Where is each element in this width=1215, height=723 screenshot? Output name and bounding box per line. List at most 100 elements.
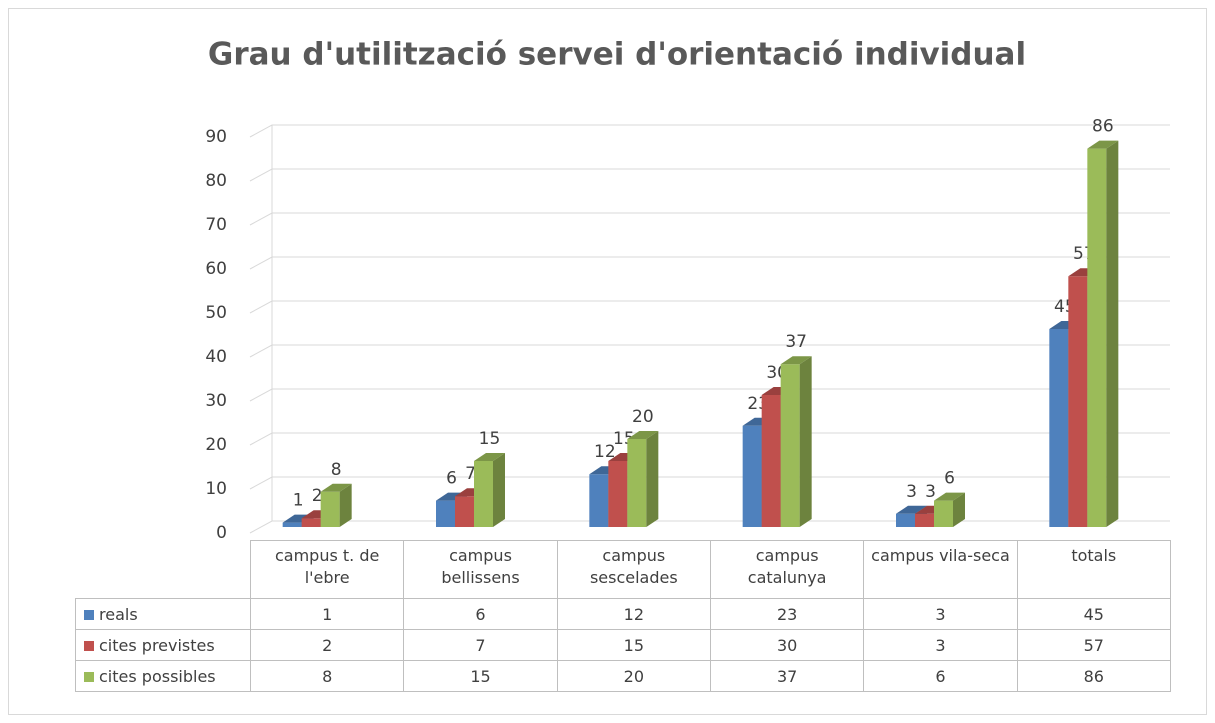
data-label: 7: [465, 464, 476, 484]
bar-face: [761, 395, 781, 527]
y-tick-label: 70: [205, 215, 227, 235]
bar-face: [608, 461, 628, 527]
grid-line: [249, 256, 1170, 270]
table-corner: [75, 540, 251, 599]
legend-text: cites previstes: [99, 635, 215, 655]
x-tick-label-text: campus t. de l'ebre: [274, 546, 380, 587]
bar-face: [934, 500, 953, 527]
table-value: 15: [403, 660, 558, 692]
bar-face: [1068, 276, 1088, 527]
table-value-text: 57: [1083, 635, 1104, 655]
y-tick-label: 50: [205, 303, 227, 323]
bar: [627, 431, 659, 527]
bar-face: [799, 356, 812, 527]
legend-text: reals: [99, 604, 138, 624]
table-value-text: 30: [776, 635, 798, 655]
bar: [320, 483, 352, 527]
table-value: 20: [556, 660, 711, 692]
data-label: 37: [785, 332, 807, 352]
table-value-text: 12: [623, 604, 644, 624]
table-value-text: 23: [776, 604, 798, 624]
grid-line: [249, 476, 1170, 490]
table-value: 1: [249, 598, 405, 630]
legend-swatch: [84, 609, 94, 620]
grid-line: [249, 520, 1170, 534]
table-value-text: 6: [475, 604, 486, 624]
grid-line: [249, 344, 1170, 358]
bar-face: [320, 491, 340, 527]
table-value-text: 15: [623, 635, 644, 655]
bar-face: [320, 483, 352, 492]
table-value-text: 3: [935, 635, 946, 655]
x-tick-label: campus vila-seca: [863, 540, 1018, 599]
table-value: 45: [1016, 598, 1171, 630]
data-label: 20: [632, 407, 654, 427]
x-tick-label: totals: [1016, 540, 1171, 599]
bar-face: [339, 483, 352, 527]
y-tick-label: 90: [205, 127, 227, 147]
x-tick-label-text: campus vila-seca: [871, 546, 1010, 565]
bar-face: [493, 453, 505, 527]
y-tick-label: 30: [205, 391, 227, 411]
table-value-text: 7: [475, 635, 486, 655]
table-value: 6: [863, 660, 1018, 692]
bar-face: [436, 500, 455, 527]
bar-face: [915, 513, 934, 527]
table-value: 8: [249, 660, 405, 692]
table-row: cites possibles 8 15 20 37 6 86: [75, 660, 1171, 692]
bar-face: [953, 492, 965, 527]
data-label: 15: [479, 429, 501, 449]
x-tick-label-text: campus catalunya: [747, 546, 827, 587]
legend-swatch: [84, 640, 94, 651]
x-tick-label-text: campus sescelades: [589, 546, 678, 587]
table-value-text: 20: [623, 666, 644, 686]
table-value-text: 6: [935, 666, 946, 686]
bar-face: [1106, 140, 1119, 527]
x-tick-label-text: campus bellissens: [441, 546, 520, 587]
table-value: 12: [556, 598, 711, 630]
bar-face: [780, 356, 812, 365]
table-value: 3: [863, 598, 1018, 630]
table-value: 15: [556, 629, 711, 661]
data-label: 3: [925, 482, 936, 502]
y-tick-label: 60: [205, 259, 227, 279]
y-tick-label: 40: [205, 347, 227, 367]
bar-face: [282, 522, 302, 527]
table-header: campus t. de l'ebre campus bellissens camp…: [75, 540, 1171, 599]
chart-border: [8, 8, 1207, 715]
y-tick-label: 80: [205, 171, 227, 191]
legend-entry: reals: [75, 598, 251, 630]
x-tick-label: campus bellissens: [403, 540, 558, 599]
x-tick-label-text: totals: [1071, 546, 1117, 565]
data-label: 2: [312, 486, 323, 506]
bar-face: [780, 364, 800, 527]
bar: [780, 356, 812, 527]
data-label: 12: [594, 442, 616, 462]
legend-entry: cites previstes: [75, 629, 251, 661]
bar-face: [1087, 148, 1107, 527]
data-label: 8: [331, 460, 342, 480]
bar-face: [646, 431, 659, 527]
grid-line: [249, 124, 1170, 138]
grid-line: [249, 300, 1170, 314]
table-value: 3: [863, 629, 1018, 661]
table-value: 30: [709, 629, 865, 661]
table-value-text: 3: [935, 604, 946, 624]
bar-face: [1087, 140, 1119, 149]
grid-line: [249, 212, 1170, 226]
table-value-text: 86: [1083, 666, 1104, 686]
x-tick-label: campus sescelades: [556, 540, 711, 599]
table-row: reals 1 6 12 23 3 45: [75, 598, 1171, 630]
table-value: 6: [403, 598, 558, 630]
bar-face: [934, 492, 965, 501]
bar-face: [301, 518, 321, 527]
table-value: 86: [1016, 660, 1171, 692]
table-value: 2: [249, 629, 405, 661]
data-label: 3: [906, 482, 917, 502]
table-value-text: 8: [322, 666, 333, 686]
data-label: 6: [446, 469, 457, 489]
bar-face: [896, 505, 927, 514]
bar-face: [474, 453, 505, 461]
legend-entry: cites possibles: [75, 660, 251, 692]
